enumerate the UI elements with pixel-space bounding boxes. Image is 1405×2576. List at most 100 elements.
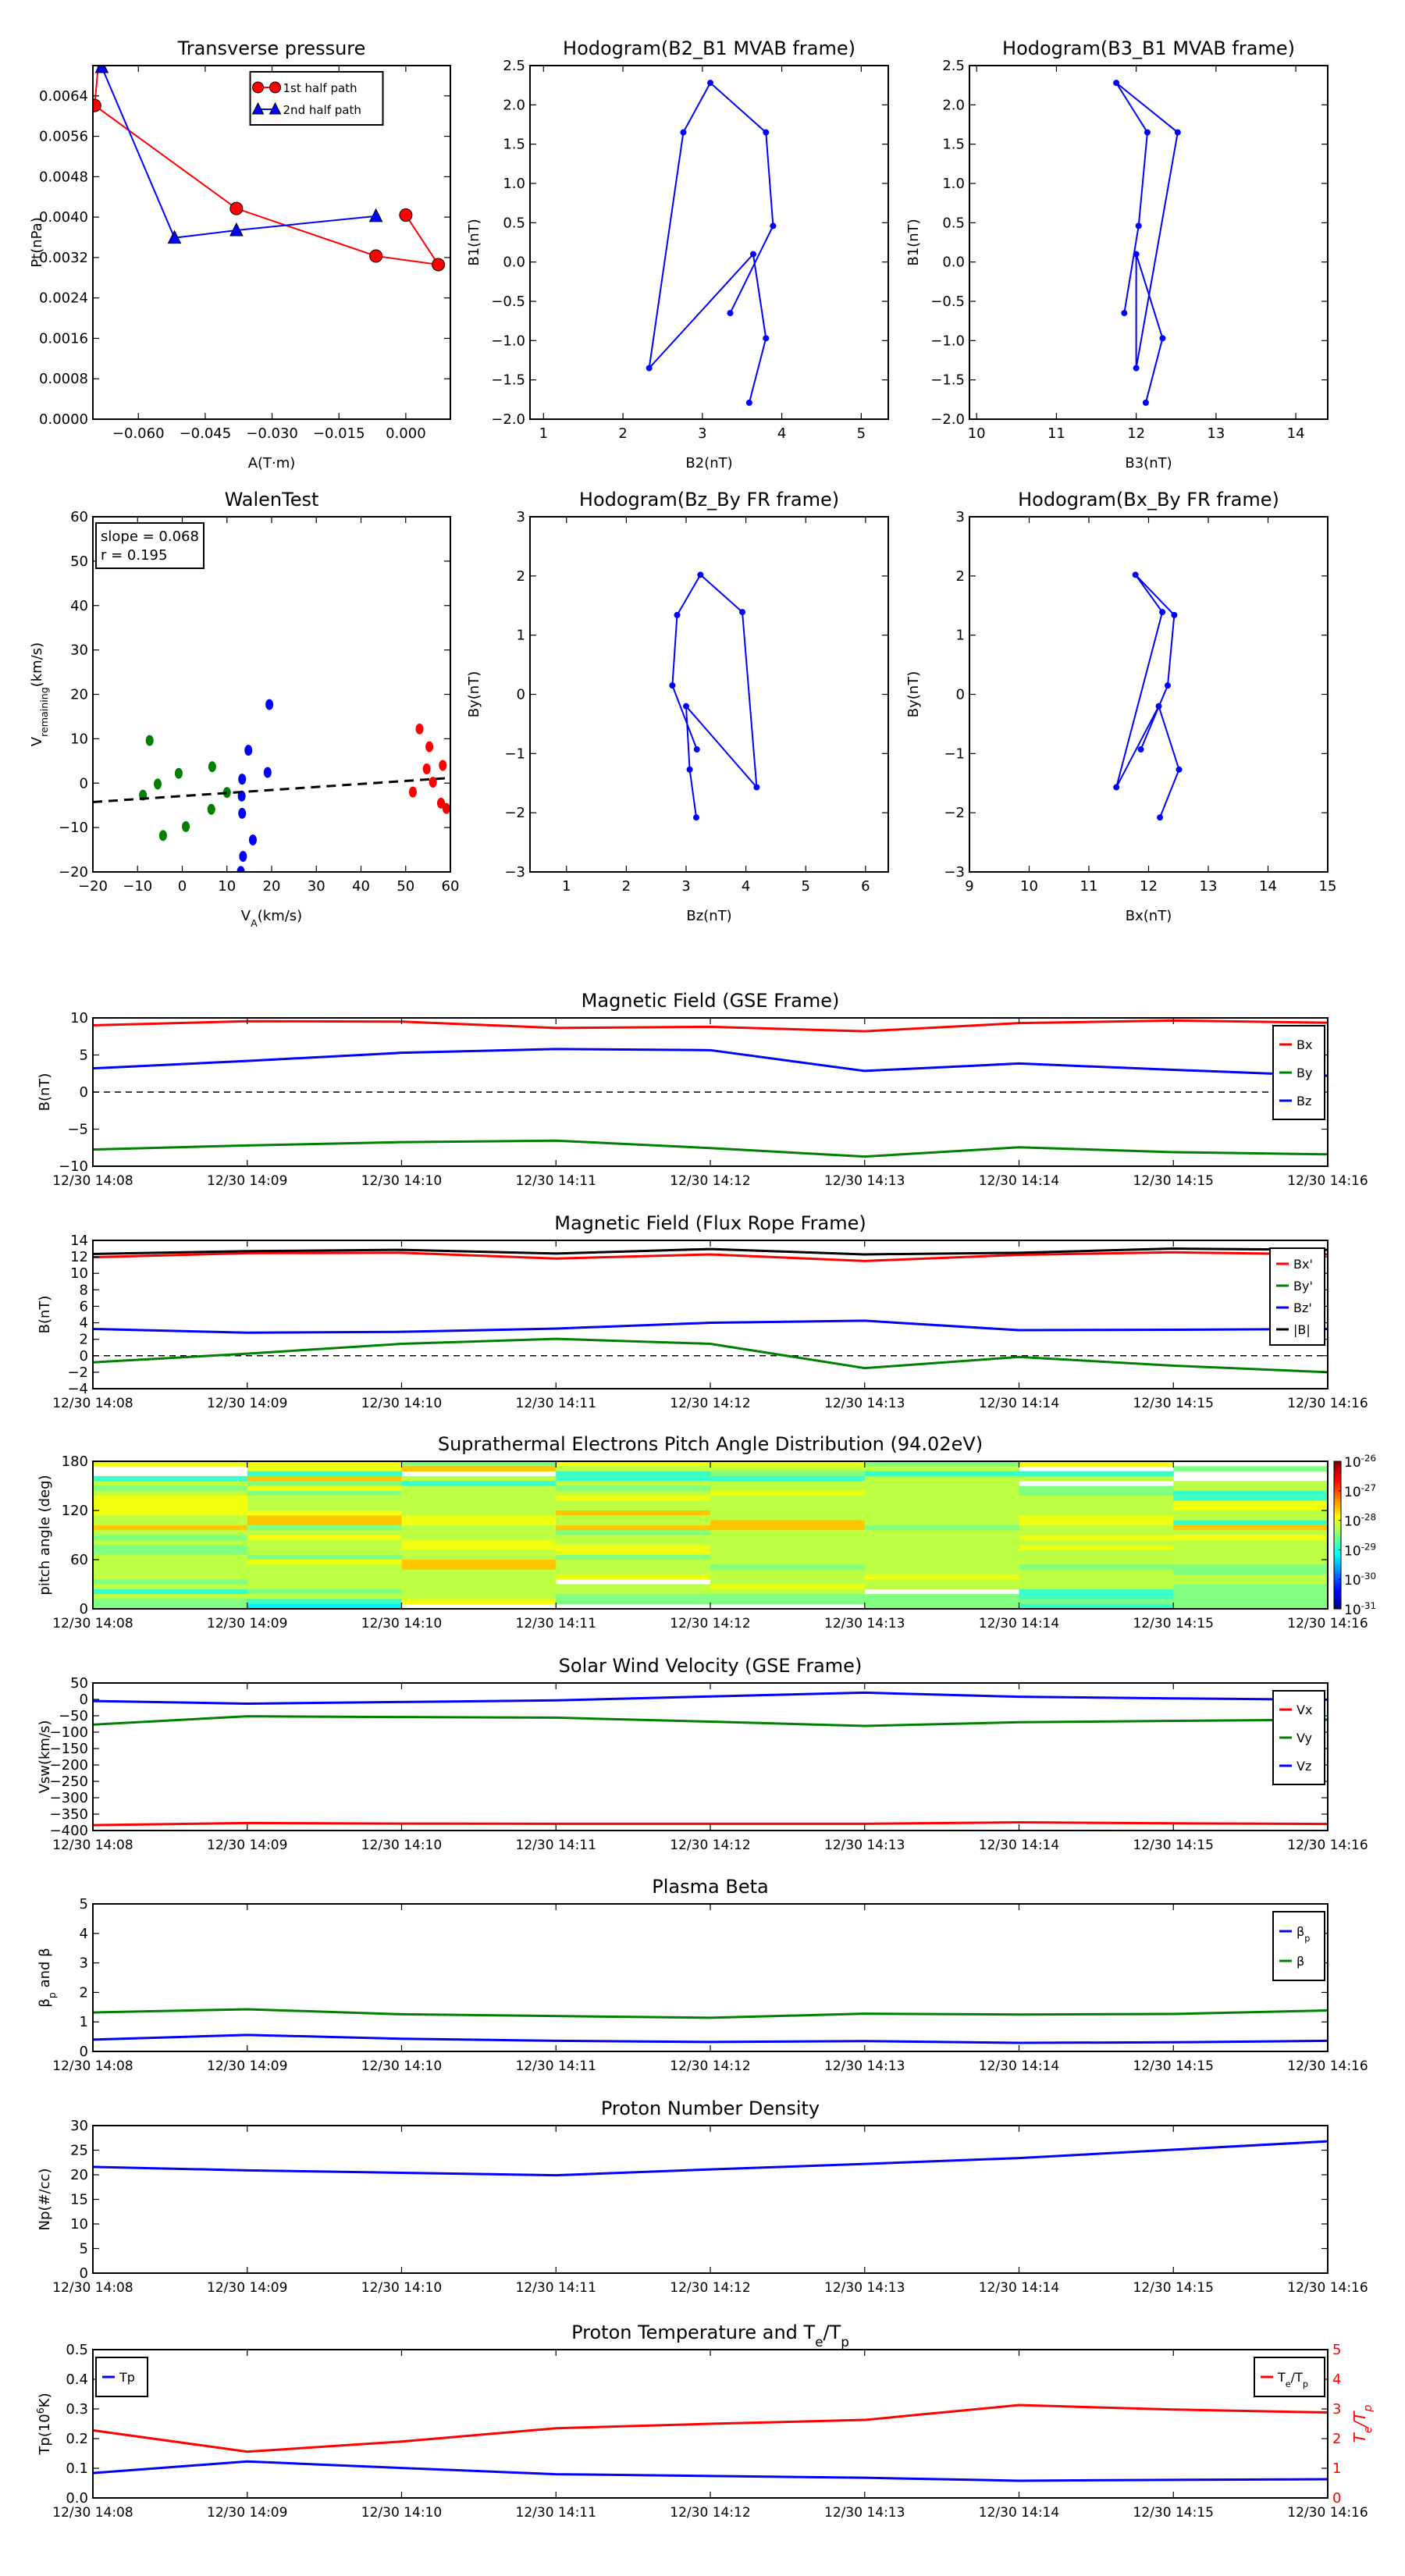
heatmap-cell (556, 1574, 711, 1580)
heatmap-cell (401, 1535, 557, 1541)
heatmap-cell (1173, 1496, 1328, 1501)
heatmap-cell (864, 1545, 1019, 1550)
heatmap-cell (1173, 1594, 1328, 1599)
series-line-Bx (93, 1019, 1328, 1033)
colorbar-segment (1334, 1461, 1341, 1464)
series-line-Np (93, 2140, 1328, 2177)
scatter-point (182, 820, 190, 832)
x-tick-label: 2 (622, 878, 631, 895)
colorbar-segment (1334, 1582, 1341, 1585)
heatmap-cell (1173, 1564, 1328, 1571)
x-tick-label: −0.045 (180, 425, 232, 442)
chart-2: Hodogram(B3_B1 MVAB frame) 10 11 12 13 14 −2.0… (905, 37, 1329, 471)
y-tick-label: 50 (70, 553, 88, 570)
heatmap-cell (401, 1461, 557, 1467)
heatmap-cell (1019, 1554, 1174, 1560)
chart-title: Hodogram(Bx_By FR frame) (1018, 489, 1279, 511)
colorbar-segment (1334, 1578, 1341, 1580)
heatmap-cell (864, 1500, 1019, 1507)
x-tick-label: 12/30 14:09 (207, 2505, 287, 2521)
y-tick-label: 3 (517, 509, 525, 525)
data-point (1137, 746, 1144, 753)
y-tick-label: 3 (80, 1955, 88, 1972)
x-tick-label: 12/30 14:12 (670, 2505, 750, 2521)
data-point (763, 335, 770, 342)
heatmap-cell (556, 1554, 711, 1560)
x-tick-label: 12/30 14:14 (979, 1616, 1059, 1631)
colorbar-segment (1334, 1521, 1341, 1524)
data-point (94, 34, 107, 47)
stats-annotation-box: slope = 0.068 r = 0.195 (95, 522, 205, 569)
y-tick-label: −1.5 (930, 372, 965, 389)
heatmap-cell (864, 1554, 1019, 1560)
heatmap-cell (93, 1496, 248, 1501)
chart-title: Hodogram(B3_B1 MVAB frame) (1002, 37, 1295, 59)
heatmap-cell (556, 1525, 711, 1531)
heatmap-cell (93, 1520, 248, 1526)
scatter-point (439, 760, 447, 771)
x-tick-label: 1 (562, 878, 571, 895)
y-axis-label: B1(nT) (905, 219, 922, 265)
data-point (674, 611, 681, 618)
heatmap-cell (1173, 1466, 1328, 1472)
legend: Bx By Bz (1272, 1025, 1325, 1120)
x-tick-label: 12/30 14:14 (979, 1838, 1059, 1853)
y-tick-label: −5 (67, 1122, 88, 1138)
x-tick-label: 12/30 14:08 (52, 1616, 133, 1631)
chart-title: WalenTest (225, 489, 319, 511)
scatter-point (244, 745, 253, 756)
heatmap-cell (710, 1560, 866, 1565)
data-point (1155, 703, 1162, 710)
heatmap-cell (1019, 1584, 1174, 1590)
heatmap-cell (710, 1461, 866, 1467)
x-tick-label: 12/30 14:08 (52, 1838, 133, 1853)
plot-area (93, 1691, 1328, 1827)
heatmap-cell (864, 1520, 1019, 1526)
y-axis-label: βp and β (37, 1948, 58, 2007)
chart-1: Hodogram(B2_B1 MVAB frame) 1 2 3 4 5 −2.0 −1.5 −… (466, 37, 889, 471)
x-tick-label: 12/30 14:08 (52, 1173, 133, 1189)
heatmap-cell (556, 1466, 711, 1472)
data-point (1157, 814, 1164, 821)
colorbar-segment (1334, 1470, 1341, 1472)
x-tick-label: 12/30 14:11 (516, 1616, 596, 1631)
y-tick-label: 0.0048 (39, 169, 88, 185)
x-tick-label: 15 (1319, 878, 1337, 895)
heatmap-cell (1019, 1603, 1174, 1609)
data-point (1176, 766, 1183, 773)
colorbar-segment (1334, 1543, 1341, 1546)
heatmap-cell (864, 1530, 1019, 1535)
x-tick-label: 12/30 14:10 (361, 1838, 442, 1853)
chart-title: Suprathermal Electrons Pitch Angle Distr… (438, 1433, 983, 1455)
y-tick-label: 0.0040 (39, 209, 88, 226)
series-line-T_{e}/T_{p} (93, 2403, 1328, 2453)
scatter-point (265, 699, 274, 710)
x-tick-label: 12/30 14:14 (979, 2058, 1059, 2074)
plot-area (93, 2008, 1328, 2044)
heatmap-cell (401, 1584, 557, 1590)
colorbar-segment (1334, 1485, 1341, 1487)
axes-frame (529, 516, 889, 873)
x-tick-label: 12/30 14:16 (1287, 1396, 1368, 1411)
heatmap-cell (710, 1510, 866, 1516)
colorbar-segment (1334, 1515, 1341, 1518)
x-tick-label: 6 (861, 878, 870, 895)
x-tick-label: 12/30 14:10 (361, 2058, 442, 2074)
chart-title: Hodogram(B2_B1 MVAB frame) (563, 37, 855, 59)
colorbar-segment (1334, 1535, 1341, 1537)
legend-label: Bz' (1293, 1300, 1312, 1315)
y-tick-label: 60 (70, 1552, 88, 1568)
data-point (763, 129, 770, 136)
heatmap-cell (401, 1520, 557, 1526)
heatmap-cell (1019, 1560, 1174, 1565)
heatmap-cell (1019, 1515, 1174, 1521)
y-tick-label: 25 (70, 2143, 88, 2159)
x-tick-label: 12/30 14:10 (361, 1616, 442, 1631)
heatmap-cell (1019, 1461, 1174, 1467)
heatmap-cell (1173, 1554, 1328, 1560)
colorbar-segment (1334, 1508, 1341, 1510)
heatmap-cell (1173, 1545, 1328, 1550)
heatmap-cell (401, 1466, 557, 1472)
